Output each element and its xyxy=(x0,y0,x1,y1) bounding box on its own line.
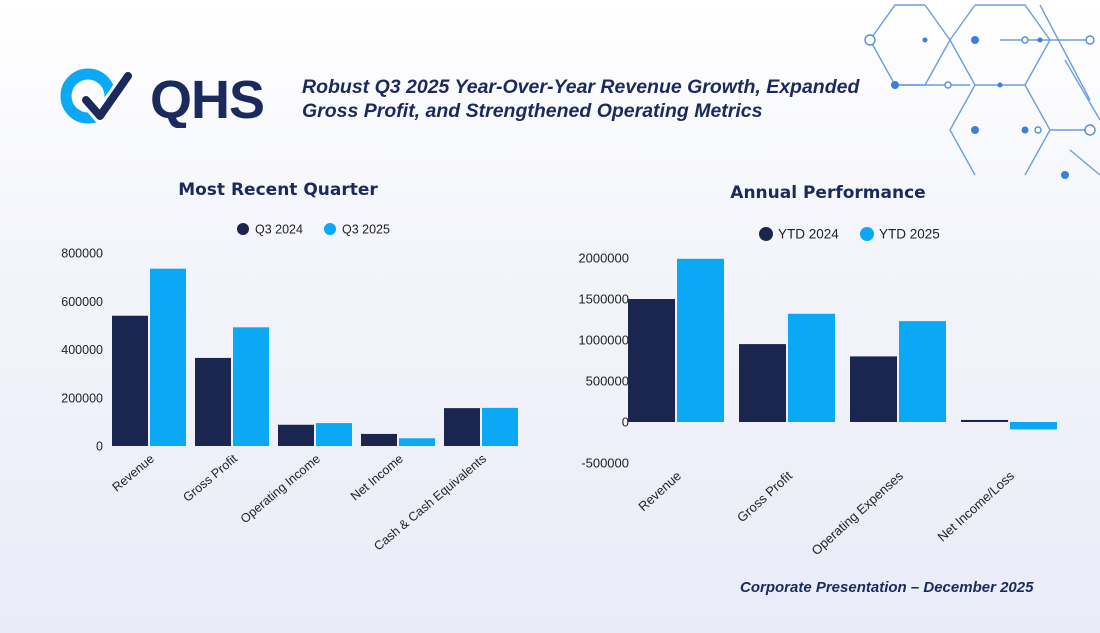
y-tick-label: 400000 xyxy=(61,343,103,357)
y-tick-label: 1500000 xyxy=(578,292,629,307)
x-tick-label: Operating Income xyxy=(238,452,323,527)
y-tick-label: 0 xyxy=(622,415,629,430)
x-tick-label: Net Income/Loss xyxy=(934,468,1017,545)
bar-ytd-2024 xyxy=(961,419,1008,422)
bar-ytd-2025 xyxy=(788,313,835,422)
bar-q3-2024 xyxy=(444,408,480,446)
quarter-bar-chart: Q3 2024 Q3 2025 0 200000 400000 600000 800000 R… xyxy=(61,223,518,553)
logo-wordmark: QHS xyxy=(150,70,264,128)
y-tick-label: 1000000 xyxy=(578,333,629,348)
bar-q3-2024 xyxy=(112,315,148,446)
bar-q3-2024 xyxy=(361,433,397,446)
y-tick-label: 200000 xyxy=(61,391,103,405)
bar-ytd-2025 xyxy=(899,321,946,422)
bar-q3-2025 xyxy=(150,268,186,446)
bar-ytd-2025 xyxy=(1010,422,1057,430)
y-tick-label: 2000000 xyxy=(578,251,629,266)
legend-marker xyxy=(237,223,249,235)
x-tick-label: Net Income xyxy=(348,452,406,504)
legend-marker xyxy=(759,227,773,241)
page-headline: Robust Q3 2025 Year-Over-Year Revenue Gr… xyxy=(302,75,902,123)
y-tick-label: 800000 xyxy=(61,247,103,261)
legend-label: YTD 2024 xyxy=(778,227,839,242)
footer-caption: Corporate Presentation – December 2025 xyxy=(740,579,1034,596)
legend-label: Q3 2024 xyxy=(255,223,303,237)
bar-q3-2025 xyxy=(316,423,352,446)
legend-marker xyxy=(324,223,336,235)
bar-q3-2025 xyxy=(482,407,518,446)
y-tick-label: 500000 xyxy=(586,374,629,389)
x-tick-label: Gross Profit xyxy=(734,468,795,525)
x-tick-label: Revenue xyxy=(635,468,684,514)
headline-line-2: Gross Profit, and Strengthened Operating… xyxy=(302,100,763,122)
chart-title-quarter: Most Recent Quarter xyxy=(178,180,378,200)
qhs-logo: QHS xyxy=(60,68,265,128)
y-tick-label: -500000 xyxy=(581,456,629,471)
y-tick-label: 0 xyxy=(96,440,103,454)
bar-q3-2024 xyxy=(278,424,314,446)
bar-ytd-2025 xyxy=(677,258,724,422)
legend-label: Q3 2025 xyxy=(342,223,390,237)
x-tick-label: Operating Expenses xyxy=(808,468,906,558)
bar-q3-2024 xyxy=(195,357,231,446)
legend-label: YTD 2025 xyxy=(879,227,940,242)
bar-q3-2025 xyxy=(233,327,269,446)
bar-ytd-2024 xyxy=(850,356,897,422)
headline-line-1: Robust Q3 2025 Year-Over-Year Revenue Gr… xyxy=(302,76,860,98)
legend-marker xyxy=(860,227,874,241)
bar-ytd-2024 xyxy=(628,299,675,422)
y-tick-label: 600000 xyxy=(61,295,103,309)
chart-title-annual: Annual Performance xyxy=(730,183,926,203)
bar-q3-2025 xyxy=(399,438,435,446)
bar-ytd-2024 xyxy=(739,344,786,422)
hexagon-network-decoration xyxy=(864,4,1100,179)
x-tick-label: Gross Profit xyxy=(180,451,240,504)
x-tick-label: Revenue xyxy=(110,452,157,495)
annual-bar-chart: YTD 2024 YTD 2025 -500000 0 500000 1000000 150… xyxy=(578,227,1057,558)
